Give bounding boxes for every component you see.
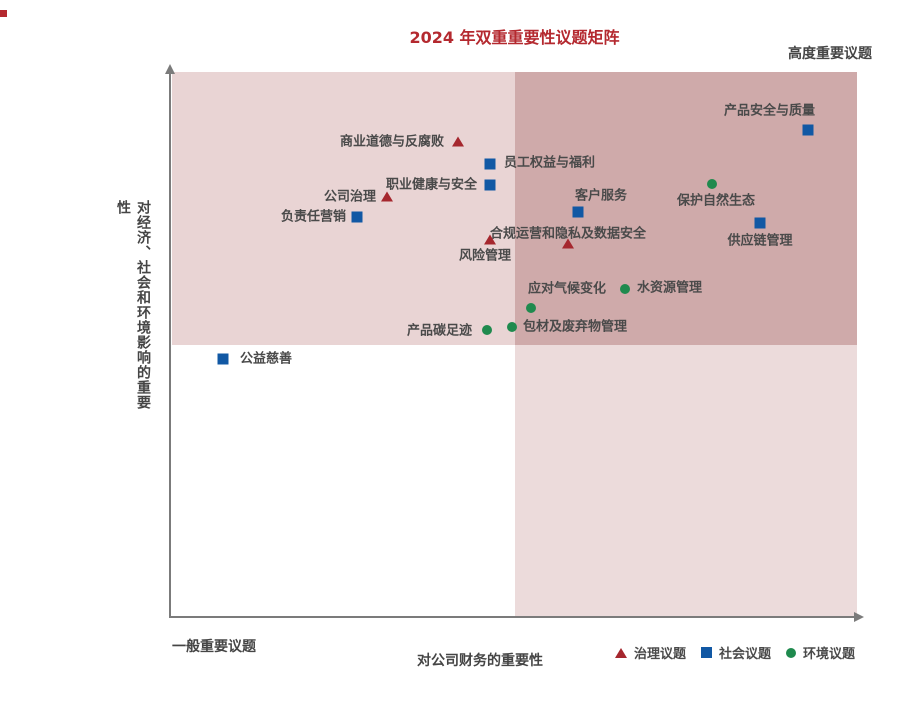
high-importance-label: 高度重要议题 [788,46,872,62]
y-axis-arrow-icon [165,64,175,74]
y-axis-title: 对经济、社会和环境影响的重要性 [115,200,151,410]
chart-title: 2024 年双重重要性议题矩阵 [409,28,620,47]
legend-item-social: 社会议题 [700,643,771,662]
triangle-icon [614,647,627,658]
legend-label: 环境议题 [802,647,855,662]
square-icon [700,647,712,658]
quadrant-top-left [172,72,515,345]
x-axis-arrow-icon [854,612,864,622]
legend-item-governance: 治理议题 [614,643,686,662]
x-axis-line [170,616,856,618]
legend: 治理议题 社会议题 环境议题 [614,643,855,662]
legend-item-environment: 环境议题 [785,643,855,662]
general-importance-label: 一般重要议题 [172,639,256,655]
quadrant-bottom-left [172,344,515,617]
legend-label: 治理议题 [633,647,686,662]
y-axis-line [169,74,171,618]
x-axis-title: 对公司财务的重要性 [417,653,543,669]
legend-label: 社会议题 [718,647,771,662]
quadrant-top-right [514,72,857,345]
page-corner-mark [0,10,7,17]
quadrant-bottom-right [514,344,857,617]
circle-icon [785,647,796,658]
plot-area [172,72,857,617]
